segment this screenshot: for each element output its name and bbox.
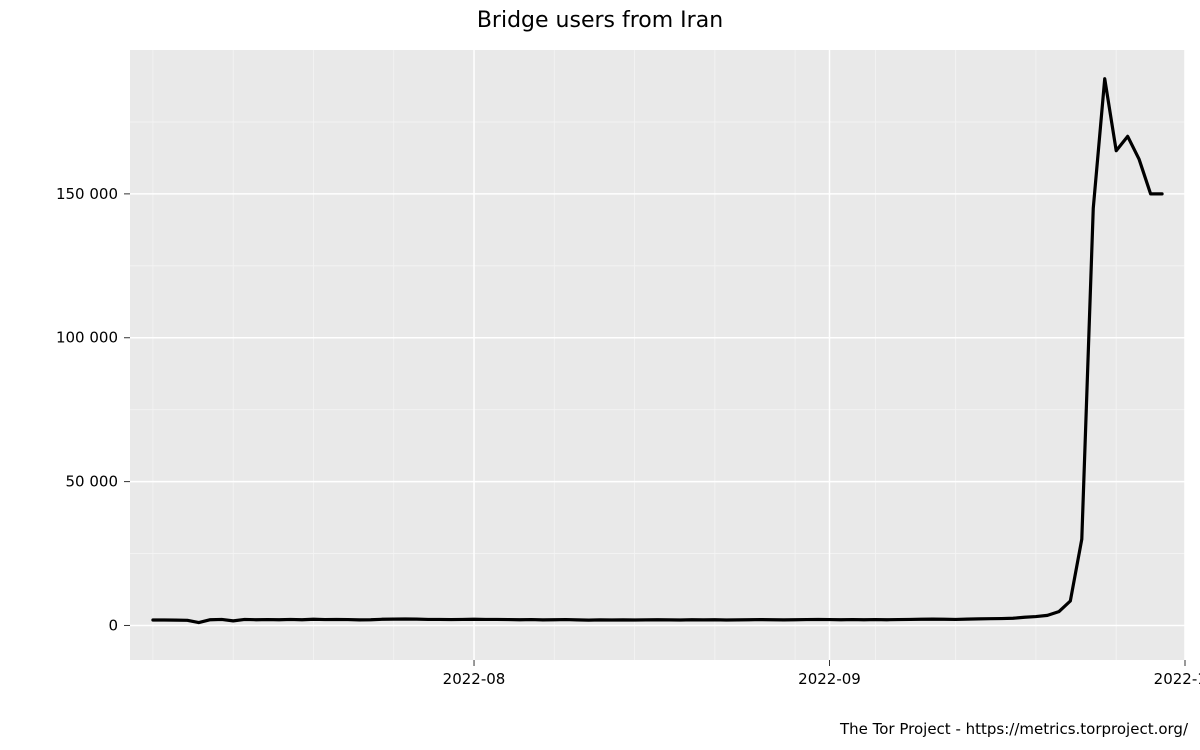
plot-background [130,50,1185,660]
y-tick-label: 50 000 [66,473,119,491]
y-tick-label: 0 [108,616,118,634]
y-tick-label: 100 000 [56,329,118,347]
x-tick-label: 2022-10 [1154,670,1200,688]
chart-container: Bridge users from Iran 050 000100 000150… [0,0,1200,750]
y-tick-label: 150 000 [56,185,118,203]
line-chart-svg: 0 50 000 100 000 150 000 2022-08 2022-09 2022-… [0,0,1200,750]
chart-caption: The Tor Project - https://metrics.torpro… [840,720,1188,738]
x-tick-label: 2022-09 [798,670,861,688]
x-tick-label: 2022-08 [443,670,506,688]
